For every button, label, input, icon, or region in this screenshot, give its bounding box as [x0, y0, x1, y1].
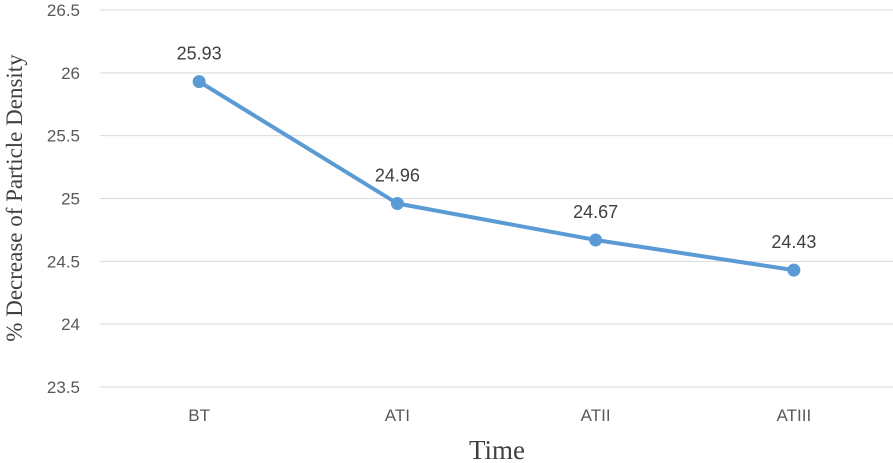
data-point	[192, 75, 206, 89]
y-tick-label: 23.5	[47, 378, 80, 397]
y-axis-title: % Decrease of Particle Density	[2, 54, 27, 342]
data-label: 24.96	[375, 166, 420, 186]
y-tick-label: 24	[61, 315, 80, 334]
data-label: 24.67	[573, 202, 618, 222]
data-point	[589, 233, 603, 247]
x-tick-label: ATII	[581, 406, 611, 425]
y-tick-label: 25	[61, 190, 80, 209]
y-tick-label: 26.5	[47, 1, 80, 20]
gridlines	[100, 9, 893, 388]
y-axis-tick-labels: 23.5 24 24.5 25 25.5 26 26.5	[47, 1, 80, 397]
y-tick-label: 26	[61, 64, 80, 83]
series-line	[197, 79, 796, 273]
data-point	[787, 263, 801, 277]
data-points	[192, 75, 801, 277]
y-tick-label: 24.5	[47, 252, 80, 271]
x-axis-tick-labels: BT ATI ATII ATIII	[188, 406, 811, 425]
x-tick-label: BT	[188, 406, 210, 425]
data-label: 25.93	[177, 44, 222, 64]
data-point	[390, 197, 404, 211]
series-lines	[197, 79, 796, 273]
data-label: 24.43	[771, 232, 816, 252]
y-tick-label: 25.5	[47, 127, 80, 146]
x-axis-title: Time	[469, 435, 525, 463]
data-labels: 25.93 24.96 24.67 24.43	[177, 44, 817, 253]
x-tick-label: ATIII	[777, 406, 812, 425]
x-tick-label: ATI	[385, 406, 410, 425]
